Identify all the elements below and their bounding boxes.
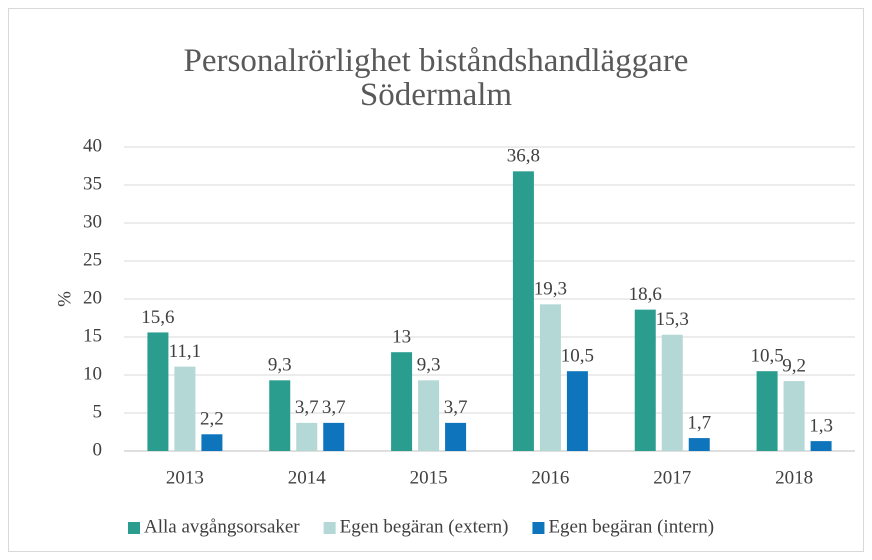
bar [201, 434, 223, 451]
bar [269, 380, 291, 451]
data-label: 1,7 [687, 412, 711, 433]
y-axis-label: % [54, 291, 75, 307]
data-label: 9,2 [782, 355, 806, 376]
bar [539, 304, 561, 451]
bar [147, 332, 169, 451]
legend-swatch [128, 522, 140, 534]
bar [174, 366, 196, 451]
bar [296, 422, 318, 451]
bar [661, 334, 683, 451]
x-tick-label: 2016 [531, 467, 569, 488]
chart-border [8, 8, 864, 552]
bar [323, 422, 345, 451]
data-label: 3,7 [322, 397, 346, 418]
legend-swatch [323, 522, 336, 534]
chart-title: Personalrörlighet biståndshandläggare Sö… [183, 43, 689, 113]
y-tick-label: 30 [83, 211, 102, 232]
bar [512, 171, 534, 451]
legend-label: Egen begäran (extern) [340, 516, 509, 537]
data-label: 1,3 [809, 415, 833, 436]
y-tick-label: 10 [83, 363, 102, 384]
data-label: 9,3 [417, 355, 441, 376]
y-tick-label: 5 [93, 401, 103, 422]
data-label: 3,7 [295, 397, 319, 418]
data-label: 18,6 [629, 284, 662, 305]
x-tick-label: 2015 [410, 467, 448, 488]
data-label: 2,2 [200, 409, 224, 430]
bar [810, 441, 832, 451]
bar [445, 422, 467, 451]
bar [634, 309, 656, 451]
x-tick-label: 2018 [775, 467, 813, 488]
data-label: 10,5 [750, 346, 783, 367]
legend-label: Alla avgångsorsaker [144, 516, 300, 537]
y-tick-label: 25 [83, 249, 102, 270]
data-label: 19,3 [534, 279, 567, 300]
y-tick-label: 15 [83, 325, 102, 346]
bar [418, 380, 440, 451]
legend-swatch [532, 522, 545, 534]
y-tick-label: 0 [93, 439, 103, 460]
data-label: 9,3 [268, 355, 292, 376]
y-tick-label: 40 [83, 135, 102, 156]
y-tick-label: 20 [83, 287, 102, 308]
data-label: 36,8 [507, 146, 540, 167]
bar [756, 371, 778, 451]
bar [688, 438, 710, 451]
bar [391, 352, 413, 451]
x-tick-label: 2013 [166, 467, 204, 488]
data-label: 3,7 [444, 397, 468, 418]
x-tick-label: 2014 [288, 467, 327, 488]
data-label: 15,6 [141, 307, 174, 328]
legend-label: Egen begäran (intern) [548, 516, 714, 537]
data-label: 13 [392, 327, 411, 348]
bar [783, 381, 805, 451]
x-tick-label: 2017 [653, 467, 691, 488]
y-tick-label: 35 [83, 173, 102, 194]
data-label: 15,3 [656, 309, 689, 330]
bar [566, 371, 588, 451]
data-label: 11,1 [169, 341, 202, 362]
data-label: 10,5 [561, 346, 594, 367]
